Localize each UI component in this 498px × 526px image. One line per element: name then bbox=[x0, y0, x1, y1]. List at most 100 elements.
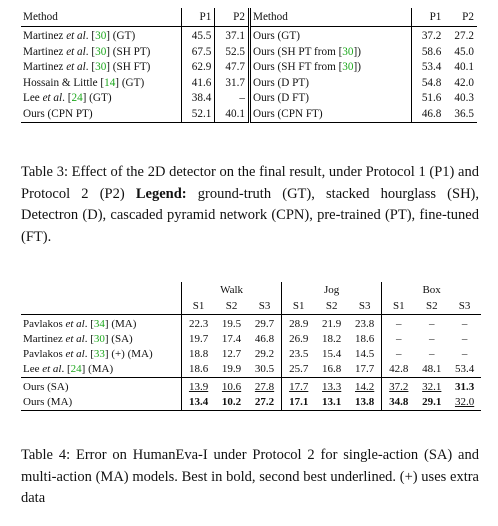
value-cell: 23.8 bbox=[355, 318, 375, 330]
method-text: Pavlakos bbox=[23, 318, 66, 330]
method-text: Martinez bbox=[23, 30, 67, 42]
group-jog: Jog bbox=[281, 282, 382, 298]
table-3-body: Martinez et al. [30] (GT) 45.5 37.1 Ours (G… bbox=[21, 26, 477, 123]
value-cell: 42.8 bbox=[381, 362, 416, 378]
method-text-end: ] (MA) bbox=[104, 318, 137, 330]
value-cell: 18.8 bbox=[181, 347, 216, 362]
value-cell: 13.3 bbox=[322, 381, 342, 393]
method-text: Martinez bbox=[23, 333, 66, 345]
value-cell: 13.4 bbox=[181, 395, 216, 411]
method-text-mid: . [ bbox=[61, 363, 71, 375]
method-text: Ours (GT) bbox=[253, 30, 300, 42]
value-cell: 42.0 bbox=[454, 76, 474, 89]
method-text: Lee bbox=[23, 363, 43, 375]
method-text-end: ] (SA) bbox=[104, 333, 133, 345]
method-cell: Martinez et al. [30] (SH PT) bbox=[21, 45, 181, 61]
method-cell: Pavlakos et al. [34] (MA) bbox=[21, 315, 182, 333]
value-cell: 38.4 bbox=[180, 91, 215, 107]
method-text-end: ] (GT) bbox=[115, 76, 145, 89]
header-method-right: Method bbox=[248, 8, 412, 27]
method-cell: Ours (CPN FT) bbox=[248, 106, 412, 123]
method-cell: Ours (SA) bbox=[21, 378, 182, 396]
method-cell: Ours (MA) bbox=[21, 395, 182, 411]
method-text: Hossain & Little [ bbox=[23, 76, 105, 89]
value-cell: 29.7 bbox=[254, 318, 275, 330]
value-cell: 31.3 bbox=[454, 381, 475, 393]
table-row: Pavlakos et al. [34] (MA) 22.3 19.5 29.7 28.… bbox=[21, 314, 481, 333]
value-cell: 32.0 bbox=[448, 395, 481, 411]
method-text-mid: . [ bbox=[84, 348, 94, 360]
value-cell: 13.9 bbox=[181, 377, 216, 395]
caption-3-legend-text: ground-truth (GT), stacked hourglass (SH… bbox=[21, 185, 479, 245]
method-text-mid: . [ bbox=[62, 92, 72, 104]
value-cell: 31.7 bbox=[214, 75, 250, 91]
value-cell: 53.4 bbox=[410, 60, 445, 76]
method-cell: Ours (SH FT from [30]) bbox=[248, 60, 412, 76]
value-cell: 13.1 bbox=[315, 395, 349, 411]
method-text: Martinez bbox=[23, 61, 67, 73]
value-cell: 13.8 bbox=[348, 395, 382, 411]
value-cell: 12.7 bbox=[221, 348, 242, 360]
value-cell: 14.5 bbox=[355, 348, 375, 360]
table-3: Method P1 P2 Method P1 P2 Martinez et al… bbox=[21, 8, 477, 123]
method-text: Pavlakos bbox=[23, 348, 66, 360]
subheader-spacer bbox=[21, 298, 182, 315]
value-cell: – bbox=[429, 318, 435, 330]
table-row: Ours (MA) 13.4 10.2 27.2 17.1 13.1 13.8 34.8 29.… bbox=[21, 395, 481, 411]
method-text: Ours (SH PT from [ bbox=[253, 45, 343, 58]
value-cell: 10.6 bbox=[221, 381, 242, 393]
value-cell: 23.5 bbox=[281, 347, 316, 362]
value-cell: 21.9 bbox=[322, 318, 342, 330]
value-cell: – bbox=[429, 348, 435, 360]
caption-3-legend-label: Legend: bbox=[135, 185, 187, 202]
citation-link: 34 bbox=[93, 318, 105, 330]
value-cell: 37.2 bbox=[410, 26, 445, 45]
method-cell: Ours (GT) bbox=[248, 26, 412, 45]
value-cell: 54.8 bbox=[410, 75, 445, 91]
value-cell: 53.4 bbox=[448, 362, 481, 378]
method-text: Ours (SH FT from [ bbox=[253, 61, 343, 73]
et-al-text: et al bbox=[66, 30, 86, 42]
et-al-text: et al bbox=[65, 333, 85, 345]
value-cell: 22.3 bbox=[181, 314, 216, 332]
method-text-mid: . [ bbox=[85, 61, 96, 73]
value-cell: 27.2 bbox=[247, 395, 282, 411]
table-row: Lee et al. [24] (MA) 18.6 19.9 30.5 25.7 16.8… bbox=[21, 362, 481, 378]
et-al-text: et al bbox=[42, 363, 62, 375]
value-cell: – bbox=[381, 347, 416, 362]
value-cell: 19.9 bbox=[215, 362, 248, 378]
subheader-cell: S2 bbox=[315, 298, 349, 315]
value-cell: 40.1 bbox=[454, 61, 474, 73]
et-al-text: et al bbox=[66, 45, 86, 58]
table-row: Martinez et al. [30] (SH FT) 62.9 47.7 Ours… bbox=[21, 60, 477, 76]
value-cell: 32.1 bbox=[422, 381, 442, 393]
table-row: Martinez et al. [30] (SH PT) 67.5 52.5 Ours… bbox=[21, 44, 477, 61]
method-text-mid: . [ bbox=[85, 30, 96, 42]
value-cell: 46.8 bbox=[254, 333, 275, 345]
table-row: Pavlakos et al. [33] (+) (MA) 18.8 12.7 29.… bbox=[21, 347, 481, 362]
method-cell: Martinez et al. [30] (GT) bbox=[21, 27, 181, 45]
subheader-cell: S2 bbox=[215, 298, 248, 315]
value-cell: 37.1 bbox=[214, 26, 250, 45]
value-cell: – bbox=[381, 314, 416, 332]
subheader-cell: S3 bbox=[348, 298, 382, 315]
table-4-group-row: Walk Jog Box bbox=[21, 282, 481, 298]
citation-link: 30 bbox=[95, 45, 107, 58]
value-cell: 17.7 bbox=[348, 362, 382, 378]
citation-link: 30 bbox=[342, 45, 354, 58]
value-cell: 16.8 bbox=[315, 362, 349, 378]
subheader-cell: S3 bbox=[247, 298, 282, 315]
value-cell: 51.6 bbox=[410, 91, 445, 107]
value-cell: 17.4 bbox=[221, 333, 242, 345]
method-text: Ours (SA) bbox=[23, 381, 69, 393]
value-cell: – bbox=[461, 318, 468, 330]
method-cell: Ours (CPN PT) bbox=[21, 106, 182, 123]
table-4: Walk Jog Box S1 S2 S3 S1 S2 S3 S1 S2 S3 Pavlakos… bbox=[21, 282, 481, 411]
et-al-text: et al bbox=[65, 318, 85, 330]
table-row: Lee et al. [24] (GT) 38.4– Ours (D FT) 51.6… bbox=[21, 91, 477, 107]
table-row: Martinez et al. [30] (SA) 19.7 17.4 46.8 26.… bbox=[21, 332, 481, 347]
method-text-end: ] (SH PT) bbox=[106, 45, 151, 58]
citation-link: 24 bbox=[70, 363, 82, 375]
value-cell: 10.2 bbox=[215, 395, 248, 411]
method-cell: Lee et al. [24] (GT) bbox=[21, 91, 181, 107]
